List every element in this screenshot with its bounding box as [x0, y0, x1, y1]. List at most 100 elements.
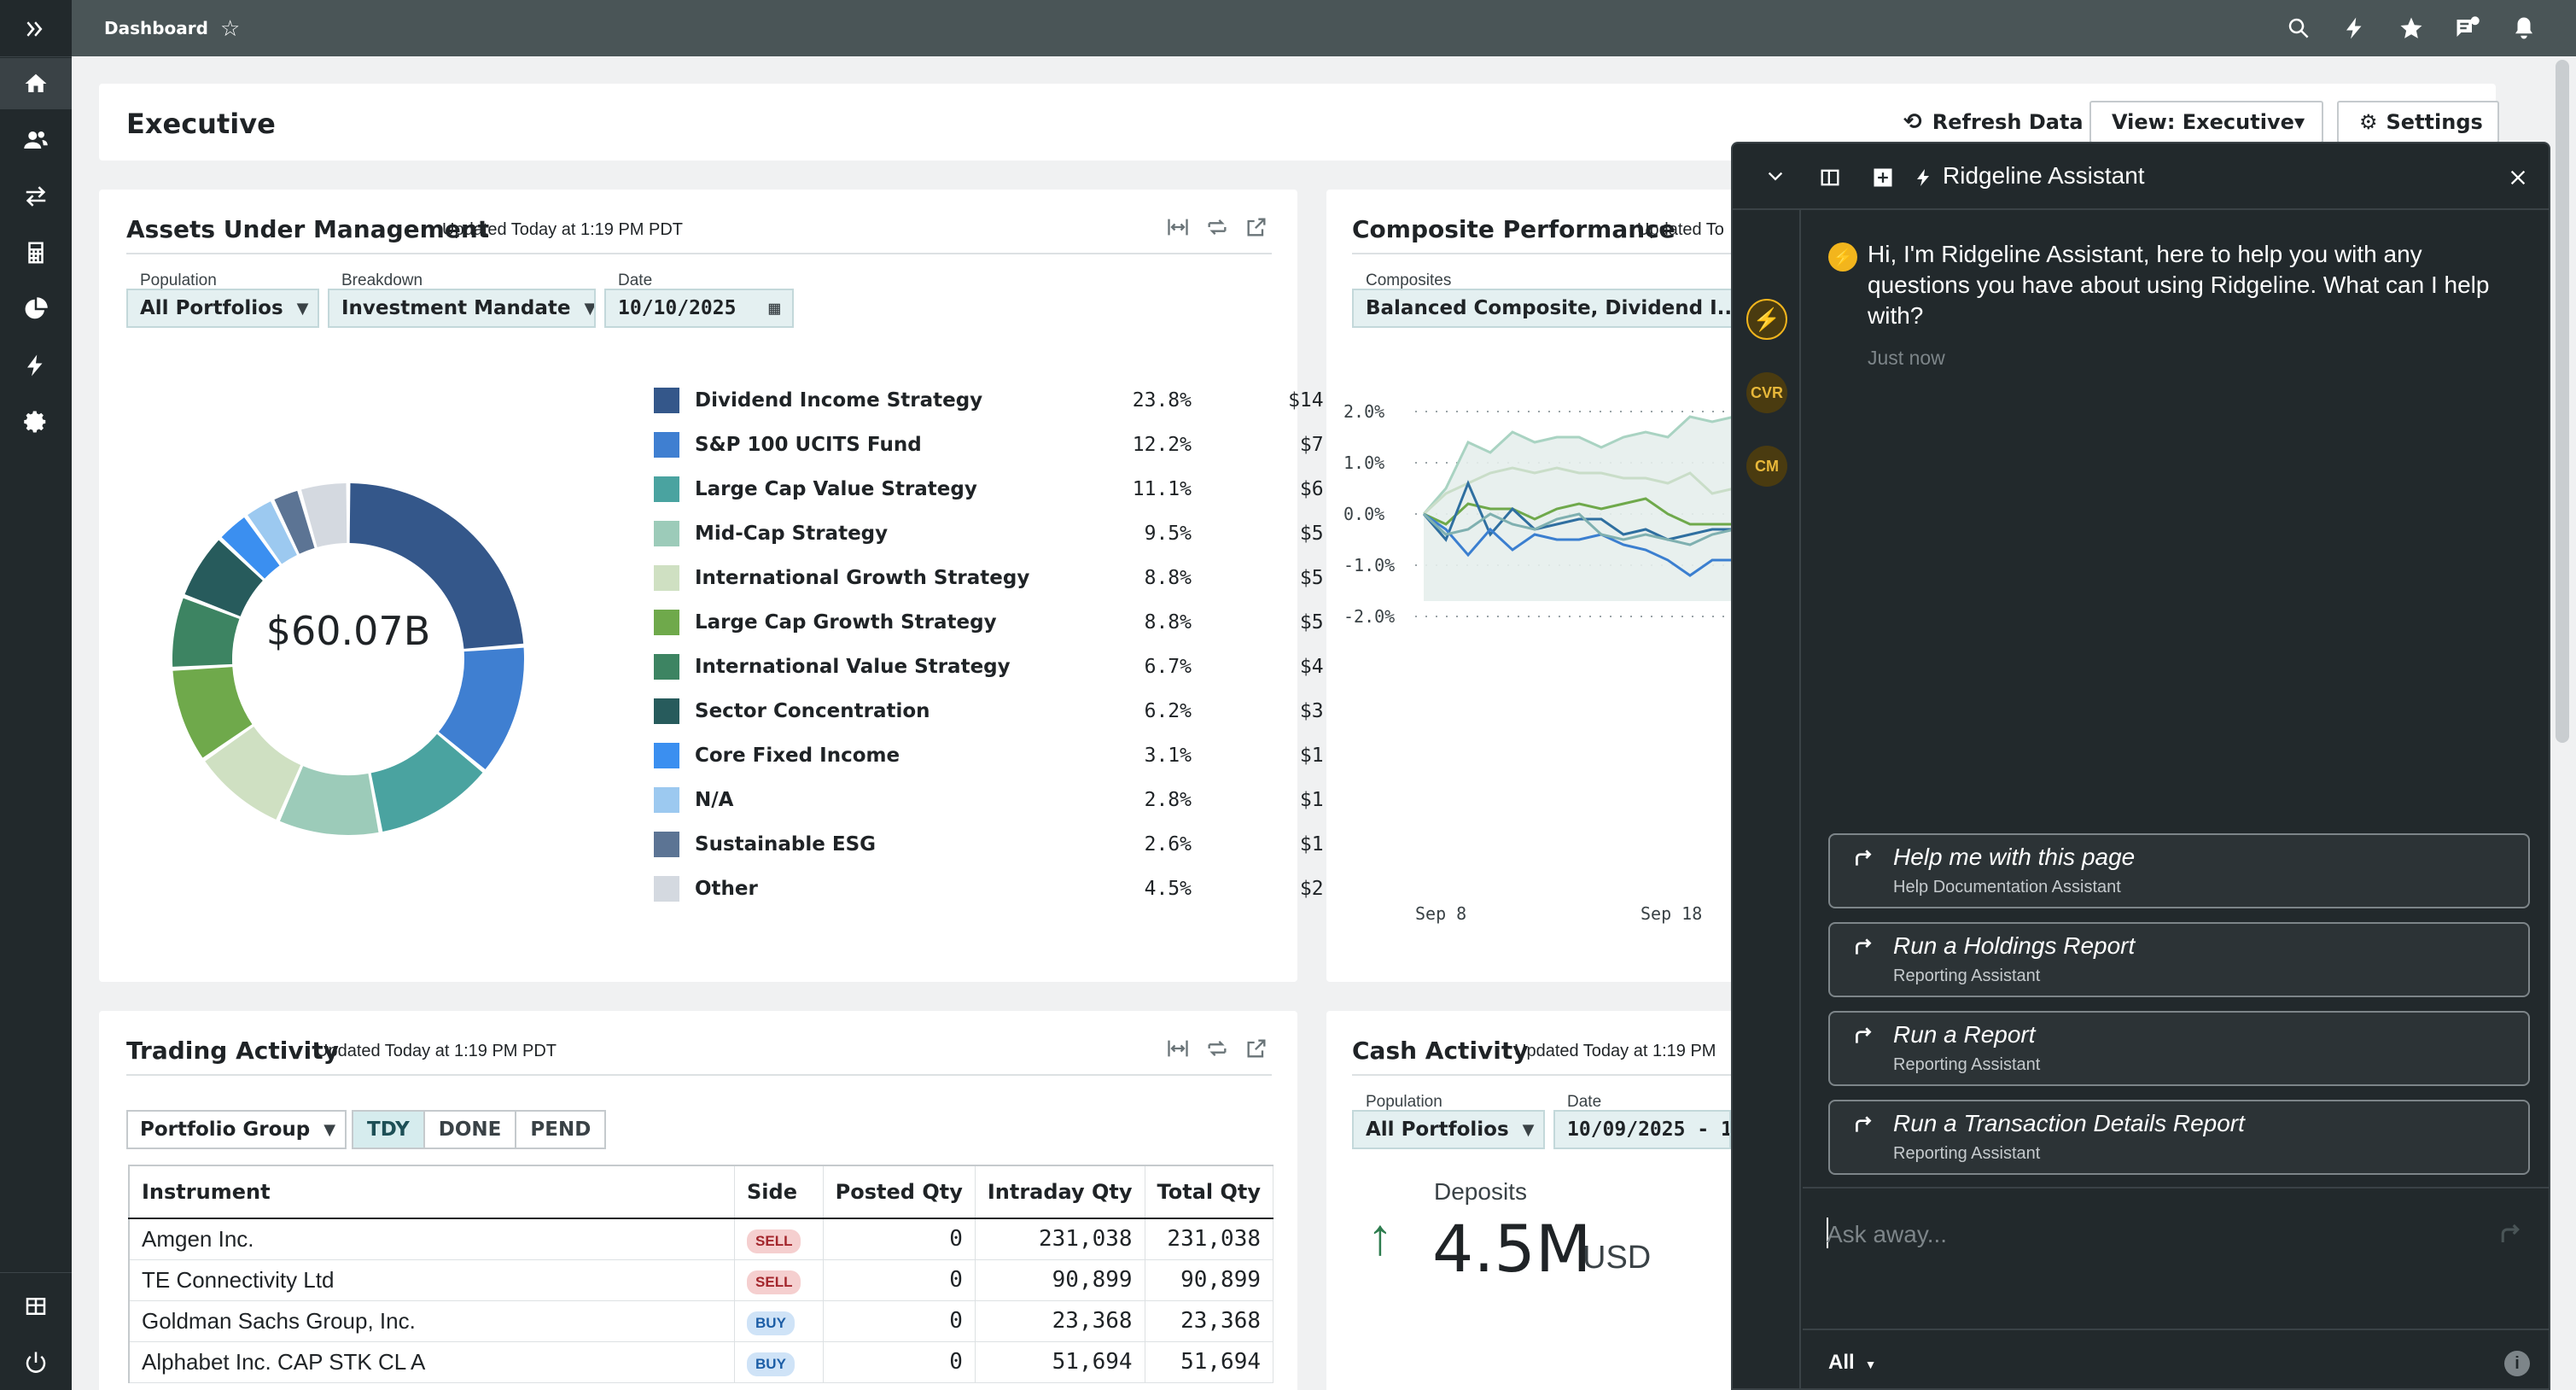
suggestion-help-page[interactable]: Help me with this page Help Documentation…: [1828, 833, 2530, 908]
column-header[interactable]: Intraday Qty: [975, 1165, 1145, 1219]
refresh-icon[interactable]: [1205, 215, 1229, 239]
home-icon[interactable]: [0, 58, 72, 109]
avatar[interactable]: CM: [1746, 446, 1787, 487]
donut-slice[interactable]: [279, 766, 379, 835]
open-external-icon[interactable]: [1244, 215, 1268, 239]
column-header[interactable]: Instrument: [129, 1165, 736, 1219]
text-cursor: [1827, 1218, 1828, 1248]
legend-swatch: [654, 654, 679, 680]
settings-button[interactable]: ⚙ Settings: [2337, 101, 2499, 143]
suggestion-title: Run a Report: [1893, 1021, 2036, 1048]
avatar[interactable]: CVR: [1746, 372, 1787, 413]
suggestion-transaction-report[interactable]: Run a Transaction Details Report Reportin…: [1828, 1100, 2530, 1175]
legend-name: Mid-Cap Strategy: [695, 523, 889, 545]
table-row[interactable]: TE Connectivity Ltd SELL 0 90,899 90,899: [129, 1259, 1274, 1301]
population-select[interactable]: All Portfolios ▼: [1352, 1110, 1545, 1149]
series-line[interactable]: [1423, 497, 1731, 526]
donut-slice[interactable]: [300, 483, 347, 547]
transfer-icon[interactable]: [0, 171, 72, 222]
column-header[interactable]: Side: [734, 1165, 824, 1219]
date-field[interactable]: 10/10/2025 ▦: [604, 289, 794, 328]
page-scrollbar[interactable]: [2556, 60, 2569, 743]
search-icon[interactable]: [2286, 15, 2311, 41]
donut-slice[interactable]: [274, 490, 315, 554]
new-chat-icon[interactable]: [1871, 166, 1895, 190]
breadcrumb[interactable]: Dashboard: [104, 18, 208, 38]
column-header[interactable]: Total Qty: [1145, 1165, 1274, 1219]
population-select[interactable]: All Portfolios ▼: [126, 289, 319, 328]
donut-slice[interactable]: [221, 517, 280, 579]
tasks-icon[interactable]: [2455, 15, 2480, 41]
collapse-chevron-icon[interactable]: [1763, 166, 1787, 190]
donut-slice[interactable]: [205, 726, 301, 820]
breakdown-select[interactable]: Investment Mandate ▼: [328, 289, 596, 328]
refresh-icon[interactable]: [1205, 1037, 1229, 1060]
gear-icon[interactable]: [0, 396, 72, 447]
star-icon[interactable]: [2398, 15, 2424, 41]
portfolio-group-select[interactable]: Portfolio Group ▼: [126, 1110, 347, 1149]
refresh-data-button[interactable]: ⟲ Refresh Data: [1883, 101, 2104, 143]
donut-slice[interactable]: [248, 501, 297, 564]
date-range-field[interactable]: 10/09/2025 - 10: [1553, 1110, 1731, 1149]
donut-slice[interactable]: [184, 540, 263, 616]
fit-width-icon[interactable]: [1166, 1037, 1190, 1060]
tab-tdy[interactable]: TDY: [353, 1112, 425, 1148]
tab-pend[interactable]: PEND: [530, 1118, 592, 1141]
donut-slice[interactable]: [439, 647, 524, 770]
view-select[interactable]: View: Executive ▼: [2089, 101, 2323, 143]
total-qty-cell: 90,899: [1145, 1259, 1274, 1301]
table-row[interactable]: Goldman Sachs Group, Inc. BUY 0 23,368 23,36…: [129, 1300, 1274, 1342]
expand-icon[interactable]: [0, 3, 72, 55]
lightning-icon[interactable]: [0, 340, 72, 391]
info-icon[interactable]: i: [2504, 1351, 2530, 1376]
close-icon[interactable]: [2506, 166, 2530, 190]
legend-percent: 6.2%: [1144, 700, 1192, 722]
tab-done[interactable]: DONE: [425, 1112, 517, 1148]
calculator-icon[interactable]: [0, 227, 72, 278]
assistant-lightning-avatar[interactable]: ⚡: [1746, 299, 1787, 340]
notification-bell-icon[interactable]: [2511, 15, 2537, 41]
composites-select[interactable]: Balanced Composite, Dividend I...: [1352, 289, 1733, 328]
suggestion-holdings-report[interactable]: Run a Holdings Report Reporting Assistant: [1828, 922, 2530, 997]
series-line[interactable]: [1422, 480, 1731, 542]
assistant-input[interactable]: Ask away...: [1827, 1221, 1948, 1247]
series-line[interactable]: [1422, 466, 1731, 516]
sidebar-toggle-icon[interactable]: [1818, 166, 1842, 190]
legend-item[interactable]: N/A2.8%$1.66B: [654, 787, 1371, 813]
dashboard-layout-icon[interactable]: [0, 1281, 72, 1332]
column-header[interactable]: Posted Qty: [823, 1165, 976, 1219]
donut-slice[interactable]: [172, 598, 240, 667]
send-icon[interactable]: [2497, 1221, 2523, 1247]
instrument-cell: TE Connectivity Ltd: [129, 1259, 736, 1301]
donut-slice[interactable]: [172, 667, 253, 758]
filter-select[interactable]: All ▼: [1828, 1351, 1877, 1375]
fit-width-icon[interactable]: [1166, 215, 1190, 239]
users-icon[interactable]: [0, 114, 72, 166]
chevron-down-icon: ▼: [1522, 1120, 1535, 1139]
series-line[interactable]: [1423, 512, 1731, 577]
donut-slice[interactable]: [370, 733, 483, 832]
date-label: Date: [618, 272, 653, 289]
donut-slice[interactable]: [349, 483, 524, 649]
table-row[interactable]: Amgen Inc. SELL 0 231,038 231,038: [129, 1218, 1274, 1260]
favorite-star-icon[interactable]: ☆: [219, 15, 241, 41]
suggestion-run-report[interactable]: Run a Report Reporting Assistant: [1828, 1011, 2530, 1086]
lightning-icon[interactable]: [2342, 15, 2368, 41]
series-line[interactable]: [1422, 512, 1731, 546]
series-line[interactable]: [1422, 415, 1731, 515]
table-row[interactable]: Alphabet Inc. CAP STK CL A BUY 0 51,694 51,6…: [129, 1341, 1274, 1383]
pie-chart-icon[interactable]: [0, 283, 72, 335]
power-icon[interactable]: [0, 1337, 72, 1388]
open-external-icon[interactable]: [1244, 1037, 1268, 1060]
